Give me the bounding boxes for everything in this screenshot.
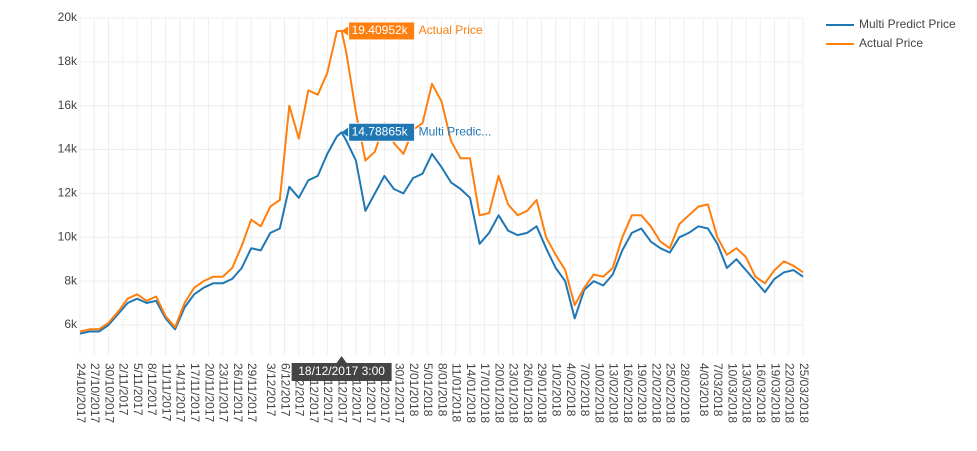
hover-value: 19.40952k: [352, 23, 409, 37]
x-tick-label: 20/01/2018: [492, 363, 506, 423]
x-tick-label: 22/03/2018: [783, 363, 797, 423]
y-tick-label: 18k: [58, 54, 78, 68]
x-tick-label: 16/02/2018: [621, 363, 635, 423]
x-tick-label: 25/03/2018: [797, 363, 811, 423]
x-tick-label: 24/10/2017: [74, 363, 88, 423]
x-tick-label: 8/01/2018: [435, 363, 449, 417]
x-tick-label: 28/02/2018: [678, 363, 692, 423]
x-tick-label: 30/12/2017: [393, 363, 407, 423]
hover-name: Multi Predic...: [419, 124, 492, 138]
y-tick-label: 8k: [64, 273, 78, 287]
x-tick-label: 11/11/2017: [159, 363, 173, 422]
hover-value: 14.78865k: [352, 124, 409, 138]
hover-box: [348, 122, 416, 142]
series-line: [79, 131, 804, 335]
x-tick-label: 14/01/2018: [464, 363, 478, 423]
x-tick-label: 10/02/2018: [592, 363, 606, 423]
y-tick-label: 14k: [58, 142, 78, 156]
x-tick-label: 3/12/2017: [264, 363, 278, 417]
x-tick-label: 10/03/2018: [725, 363, 739, 423]
x-tick-label: 16/03/2018: [754, 363, 768, 423]
x-tick-label: 19/02/2018: [635, 363, 649, 423]
hover-pointer: [341, 127, 349, 138]
x-tick-label: 13/02/2018: [607, 363, 621, 423]
x-tick-label: 6/12/2017: [278, 363, 292, 417]
x-tick-label: 5/11/2017: [131, 363, 145, 416]
x-tick-label: 30/10/2017: [102, 363, 116, 423]
hover-box: [291, 363, 392, 381]
x-tick-label: 20/11/2017: [202, 363, 216, 422]
hover-pointer: [336, 356, 347, 363]
y-tick-label: 10k: [58, 229, 78, 243]
x-tick-label: 17/01/2018: [478, 363, 492, 423]
series-line: [79, 29, 804, 333]
hover-pointer: [341, 25, 349, 36]
x-tick-label: 29/01/2018: [535, 363, 549, 423]
x-tick-label: 13/03/2018: [740, 363, 754, 423]
x-tick-label: 26/11/2017: [231, 363, 245, 422]
x-tick-label: 26/01/2018: [521, 363, 535, 423]
x-tick-label: 5/01/2018: [421, 363, 435, 417]
hover-x-label: 18/12/2017 3:00: [298, 364, 385, 378]
x-tick-label: 7/03/2018: [711, 363, 725, 417]
x-tick-label: 27/10/2017: [88, 363, 102, 423]
x-tick-label: 22/02/2018: [649, 363, 663, 423]
y-tick-label: 12k: [58, 186, 78, 200]
x-tick-label: 4/02/2018: [564, 363, 578, 417]
x-tick-label: 2/01/2018: [407, 363, 421, 417]
x-tick-label: 23/01/2018: [507, 363, 521, 423]
x-tick-label: 7/02/2018: [578, 363, 592, 417]
hover-box: [348, 21, 416, 41]
legend-label: Multi Predict Price: [859, 17, 956, 31]
x-tick-label: 2/11/2017: [117, 363, 131, 416]
x-tick-label: 1/02/2018: [549, 363, 563, 417]
y-tick-label: 20k: [58, 10, 78, 24]
x-tick-label: 19/03/2018: [768, 363, 782, 423]
x-tick-label: 17/11/2017: [188, 363, 202, 422]
x-tick-label: 11/01/2018: [450, 363, 464, 422]
x-tick-label: 4/03/2018: [697, 363, 711, 417]
x-tick-label: 25/02/2018: [664, 363, 678, 423]
y-tick-label: 6k: [64, 317, 78, 331]
x-tick-label: 29/11/2017: [245, 363, 259, 422]
y-tick-label: 16k: [58, 98, 78, 112]
legend-label: Actual Price: [859, 36, 923, 50]
x-tick-label: 8/11/2017: [145, 363, 159, 416]
x-tick-label: 23/11/2017: [217, 363, 231, 422]
hover-name: Actual Price: [419, 23, 483, 37]
x-tick-label: 14/11/2017: [174, 363, 188, 422]
